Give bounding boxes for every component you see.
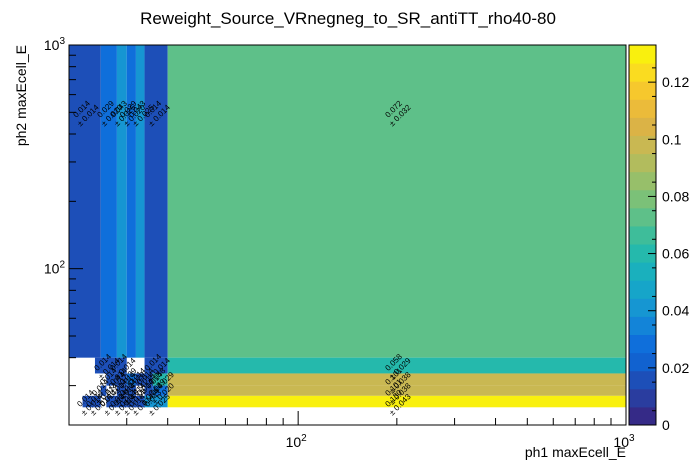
heatmap-cell xyxy=(126,373,136,386)
colorbar-swatch xyxy=(629,298,656,317)
colorbar-swatch xyxy=(629,225,656,245)
colorbar-swatch xyxy=(629,280,656,299)
heatmap-cell xyxy=(167,385,626,396)
colorbar-swatch xyxy=(629,63,656,82)
heatmap-cell xyxy=(167,45,626,358)
chart-title: Reweight_Source_VRnegneg_to_SR_antiTT_rh… xyxy=(140,9,556,28)
heatmap-cell xyxy=(152,385,168,396)
colorbar-swatch xyxy=(629,334,656,354)
heatmap-cell xyxy=(82,395,95,408)
heatmap-cell xyxy=(116,45,127,358)
heatmap-cell xyxy=(126,395,136,408)
heatmap-cell xyxy=(167,357,626,374)
heatmap-cell xyxy=(144,357,168,374)
colorbar-tick-label: 0.08 xyxy=(662,188,689,204)
heatmap-cell xyxy=(144,385,153,396)
y-tick-label: 103 xyxy=(44,36,66,53)
colorbar-swatch xyxy=(629,370,656,390)
heatmap-cell xyxy=(135,395,145,408)
heatmap-cell xyxy=(94,395,101,408)
colorbar-swatch xyxy=(629,406,656,426)
x-axis-label: ph1 maxEcell_E xyxy=(525,444,626,460)
colorbar-tick-label: 0.1 xyxy=(662,131,682,147)
heatmap-cell xyxy=(116,373,127,386)
colorbar-swatch xyxy=(629,171,656,191)
colorbar-swatch xyxy=(629,189,656,209)
colorbar-swatch xyxy=(629,388,656,408)
heatmap-cell xyxy=(106,373,117,386)
heatmap-cell xyxy=(144,373,153,386)
colorbar-tick-label: 0.04 xyxy=(662,303,689,319)
heatmap-cell xyxy=(144,45,168,358)
colorbar-swatch xyxy=(629,153,656,173)
colorbar-swatch xyxy=(629,117,656,136)
colorbar-swatch xyxy=(629,99,656,118)
heatmap-cell xyxy=(135,45,145,358)
colorbar-tick-label: 0.02 xyxy=(662,360,689,376)
colorbar-swatch xyxy=(629,81,656,100)
colorbar-swatch xyxy=(629,135,656,155)
heatmap-cell xyxy=(116,385,127,396)
colorbar-swatch xyxy=(629,45,656,64)
heatmap-cell xyxy=(100,45,117,358)
colorbar-frame xyxy=(628,44,657,426)
colorbar-tick-label: 0 xyxy=(662,417,670,433)
heatmap-cell xyxy=(135,373,145,386)
heatmap-cell xyxy=(144,395,168,408)
heatmap-cell xyxy=(94,357,117,374)
y-tick-label: 102 xyxy=(44,260,66,277)
colorbar-swatch xyxy=(629,352,656,372)
heatmap-cell xyxy=(167,395,626,408)
heatmap-cells xyxy=(69,45,626,408)
heatmap-cell xyxy=(106,395,117,408)
heatmap-cell xyxy=(152,373,168,386)
heatmap-cell xyxy=(116,357,127,374)
plot-frame xyxy=(68,44,627,426)
colorbar-swatch xyxy=(629,316,656,336)
colorbar-tick-label: 0.06 xyxy=(662,246,689,262)
colorbar-swatch xyxy=(629,244,656,263)
heatmap-cell xyxy=(100,385,107,396)
colorbar-tick-label: 0.12 xyxy=(662,74,689,90)
heatmap-cell xyxy=(167,373,626,386)
colorbar-swatch xyxy=(629,262,656,281)
heatmap-cell xyxy=(116,395,127,408)
y-axis-label: ph2 maxEcell_E xyxy=(13,45,29,146)
colorbar: 0 0.02 0.04 0.06 0.08 0.1 0.12 xyxy=(628,44,689,433)
x-tick-label: 102 xyxy=(286,433,308,450)
heatmap-cell xyxy=(126,45,136,358)
colorbar-swatch xyxy=(629,207,656,227)
heatmap-cell xyxy=(126,385,136,396)
